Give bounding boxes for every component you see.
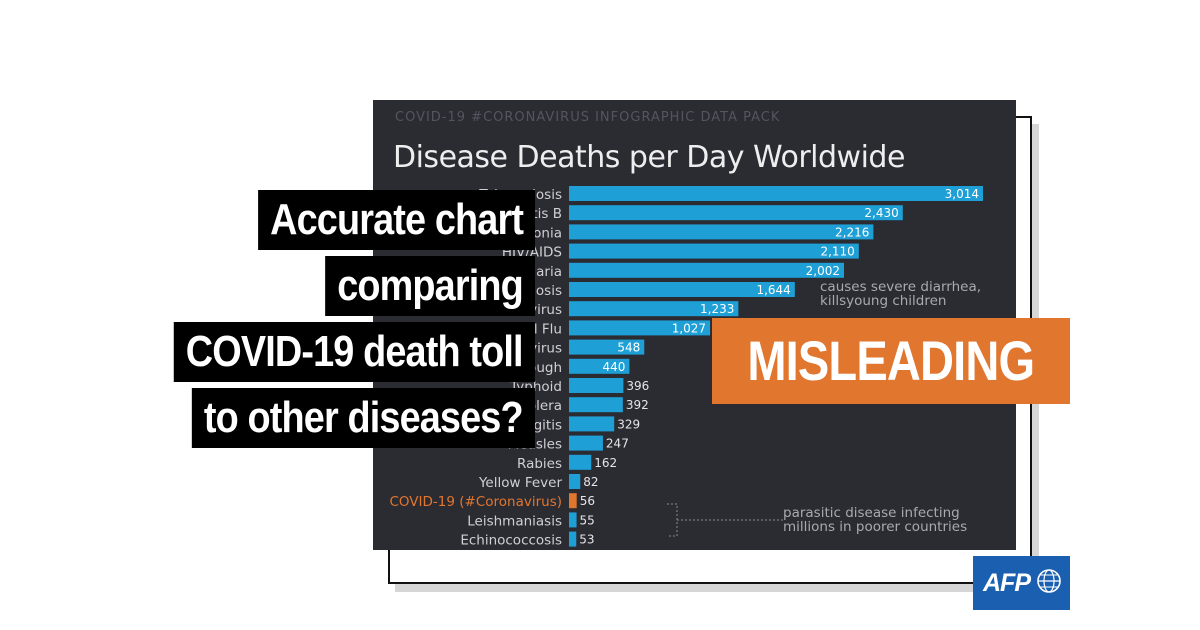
value-label-meningitis: 329 (617, 417, 640, 431)
value-label-typhoid: 396 (626, 379, 649, 393)
category-label-covid-19-coronavirus: COVID-19 (#Coronavirus) (389, 494, 562, 510)
bar-cholera (569, 397, 623, 413)
bar-malaria (569, 262, 844, 278)
pack-title: COVID-19 #CORONAVIRUS INFOGRAPHIC DATA P… (395, 110, 781, 125)
value-label-seasonal-flu: 1,027 (672, 321, 706, 335)
note-diarrhea-line2: killsyoung children (820, 293, 947, 309)
globe-icon (1037, 569, 1061, 593)
headline-line-1: Accurate chart (257, 190, 535, 250)
value-label-rotavirus: 1,233 (700, 302, 734, 316)
headline: Accurate chart comparing COVID-19 death … (95, 190, 535, 460)
note-diarrhea-line1: causes severe diarrhea, (820, 279, 982, 295)
value-label-rabies: 162 (594, 456, 617, 470)
afp-logo: AFP (973, 556, 1070, 610)
value-label-shigellosis: 1,644 (756, 283, 790, 297)
bar-hiv-aids (569, 243, 859, 259)
headline-line-4: to other diseases? (192, 388, 535, 448)
bar-covid-19-coronavirus (569, 493, 577, 509)
category-label-rabies: Rabies (517, 456, 562, 472)
afp-logo-text: AFP (983, 569, 1031, 597)
bar-shigellosis (569, 282, 795, 297)
value-label-covid-19-coronavirus: 56 (580, 494, 595, 508)
bar-hepatitis-b (569, 205, 903, 221)
value-label-cholera: 392 (626, 398, 649, 412)
value-label-tuberculosis: 3,014 (945, 187, 979, 201)
bar-pneumonia (569, 224, 874, 240)
value-label-hepatitis-b: 2,430 (864, 206, 898, 220)
bar-whooping-cough (569, 358, 630, 374)
category-label-leishmaniasis: Leishmaniasis (467, 513, 562, 529)
bar-tuberculosis (569, 186, 983, 201)
headline-line-2: comparing (325, 256, 535, 316)
category-label-echinococcosis: Echinococcosis (460, 533, 562, 549)
bar-yellow-fever (569, 474, 581, 489)
value-label-echinococcosis: 53 (579, 533, 594, 547)
bar-norovirus (569, 339, 645, 355)
chart-title: Disease Deaths per Day Worldwide (393, 140, 905, 175)
bar-typhoid (569, 378, 624, 393)
bar-echinococcosis (569, 531, 577, 547)
value-label-hiv-aids: 2,110 (820, 245, 854, 259)
headline-line-3: COVID-19 death toll (174, 322, 535, 382)
bar-seasonal-flu (569, 320, 711, 336)
annotation-bracket (667, 503, 783, 537)
note-parasitic-line2: millions in poorer countries (783, 519, 968, 535)
category-label-yellow-fever: Yellow Fever (478, 475, 562, 491)
value-label-leishmaniasis: 55 (580, 513, 595, 527)
value-label-whooping-cough: 440 (603, 360, 626, 374)
verdict-label: MISLEADING (747, 329, 1036, 392)
bar-meningitis (569, 416, 615, 432)
note-parasitic-line1: parasitic disease infecting (783, 505, 960, 521)
bar-rotavirus (569, 301, 739, 317)
verdict-badge: MISLEADING (712, 318, 1070, 404)
bar-measles (569, 435, 603, 451)
value-label-norovirus: 548 (617, 341, 640, 355)
bar-rabies (569, 454, 592, 470)
value-label-yellow-fever: 82 (583, 475, 598, 489)
bar-leishmaniasis (569, 512, 577, 528)
value-label-malaria: 2,002 (806, 264, 840, 278)
value-label-measles: 247 (606, 437, 629, 451)
value-label-pneumonia: 2,216 (835, 225, 869, 239)
